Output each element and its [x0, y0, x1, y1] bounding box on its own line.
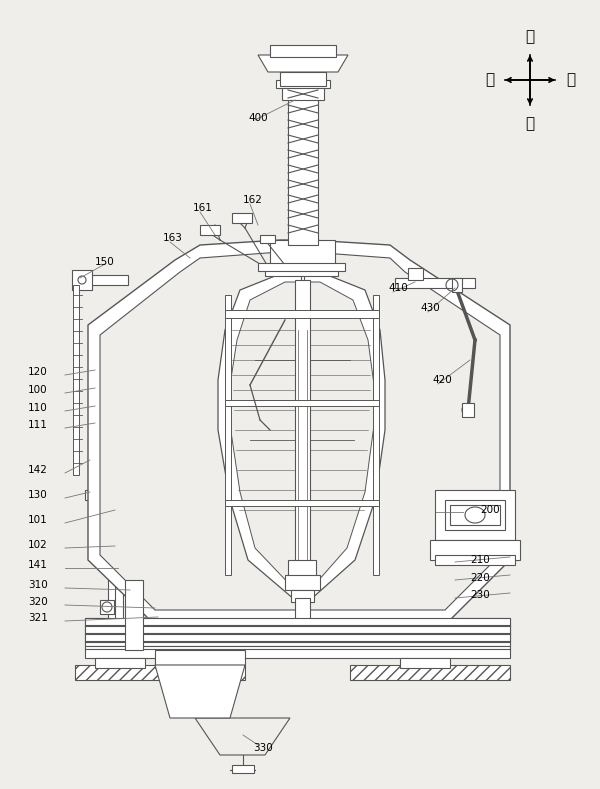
Text: 210: 210 — [470, 555, 490, 565]
Bar — [85, 490, 165, 500]
Bar — [288, 560, 316, 580]
Bar — [155, 658, 185, 668]
Bar — [276, 80, 330, 88]
Text: 102: 102 — [28, 540, 48, 550]
Polygon shape — [155, 650, 245, 665]
Text: 330: 330 — [253, 743, 273, 753]
Bar — [85, 646, 510, 658]
Polygon shape — [350, 665, 510, 680]
Text: 162: 162 — [243, 195, 263, 205]
Text: 430: 430 — [420, 303, 440, 313]
Bar — [232, 213, 252, 223]
Polygon shape — [258, 55, 348, 72]
Bar — [73, 285, 79, 475]
Text: 161: 161 — [193, 203, 213, 213]
Bar — [295, 280, 310, 600]
Text: 141: 141 — [28, 560, 48, 570]
Bar — [95, 658, 145, 668]
Bar — [225, 500, 379, 506]
Bar — [450, 505, 500, 525]
Polygon shape — [230, 282, 374, 590]
Polygon shape — [88, 240, 510, 620]
Text: 100: 100 — [28, 385, 47, 395]
Bar — [373, 295, 379, 575]
Bar — [85, 618, 510, 636]
Text: 101: 101 — [28, 515, 48, 525]
Bar — [88, 275, 128, 285]
Bar — [85, 618, 510, 626]
Bar — [258, 263, 345, 271]
Bar — [282, 82, 324, 100]
Polygon shape — [75, 665, 245, 680]
Text: 上: 上 — [526, 29, 535, 44]
Bar — [85, 636, 510, 646]
Bar — [115, 460, 123, 620]
Bar — [435, 555, 515, 565]
Polygon shape — [218, 272, 385, 600]
Bar — [285, 575, 320, 590]
Polygon shape — [100, 252, 500, 610]
Bar — [72, 270, 92, 290]
Bar — [260, 235, 275, 243]
Bar — [280, 72, 326, 86]
Text: 310: 310 — [28, 580, 48, 590]
Text: 120: 120 — [28, 367, 48, 377]
Bar — [125, 580, 143, 650]
Text: 110: 110 — [28, 403, 48, 413]
Bar — [291, 590, 314, 602]
Bar — [108, 490, 126, 620]
Bar — [225, 400, 379, 406]
Bar — [400, 658, 450, 668]
Text: 400: 400 — [248, 113, 268, 123]
Text: 111: 111 — [28, 420, 48, 430]
Bar — [270, 45, 336, 57]
Text: 200: 200 — [480, 505, 500, 515]
Text: 320: 320 — [28, 597, 48, 607]
Text: 142: 142 — [28, 465, 48, 475]
Bar — [85, 626, 510, 634]
Bar — [200, 225, 220, 235]
Text: 130: 130 — [28, 490, 48, 500]
Bar — [100, 600, 114, 614]
Polygon shape — [155, 665, 245, 718]
Text: 163: 163 — [163, 233, 183, 243]
Bar — [225, 295, 231, 575]
Text: 150: 150 — [95, 257, 115, 267]
Bar — [430, 540, 520, 560]
Text: 420: 420 — [432, 375, 452, 385]
Bar — [288, 85, 318, 245]
Text: 230: 230 — [470, 590, 490, 600]
Text: 410: 410 — [388, 283, 408, 293]
Text: 220: 220 — [470, 573, 490, 583]
Bar — [270, 240, 335, 265]
Bar — [452, 278, 462, 292]
Bar — [295, 598, 310, 623]
Bar — [395, 278, 475, 288]
Text: 右: 右 — [566, 73, 575, 88]
Text: 321: 321 — [28, 613, 48, 623]
Bar — [85, 634, 510, 642]
Bar — [225, 310, 379, 318]
Text: 左: 左 — [485, 73, 494, 88]
Text: 下: 下 — [526, 116, 535, 131]
Bar — [445, 500, 505, 530]
Bar — [462, 403, 474, 417]
Bar — [408, 268, 423, 280]
Bar — [265, 268, 338, 276]
Bar — [88, 455, 143, 490]
Bar — [435, 490, 515, 540]
Bar — [232, 765, 254, 773]
